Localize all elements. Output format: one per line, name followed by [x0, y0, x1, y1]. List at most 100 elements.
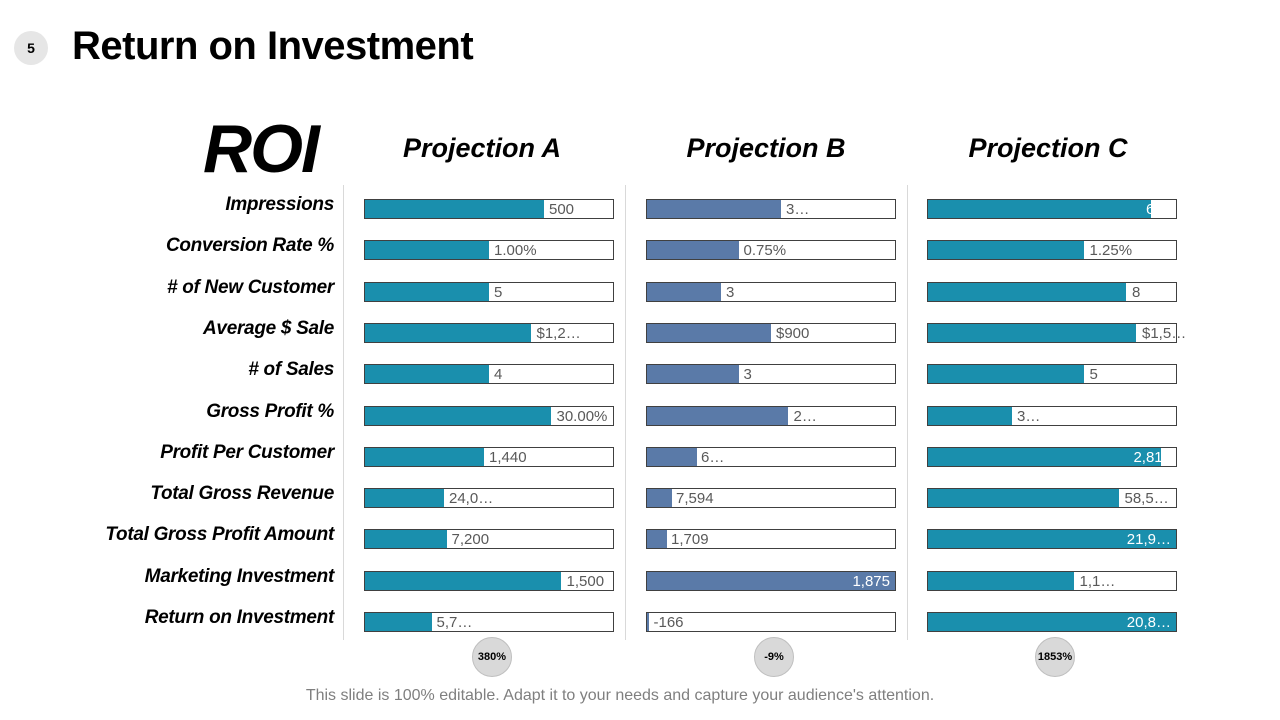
bar-track: 21,9… — [927, 529, 1177, 550]
bar-value-label: 500 — [549, 201, 575, 218]
bar-value-label: 2… — [793, 407, 817, 425]
bar-track: 6… — [646, 446, 896, 467]
page-title: Return on Investment — [72, 24, 474, 68]
row-label: Gross Profit % — [206, 400, 334, 422]
bar — [365, 530, 447, 549]
roi-percent-value: 1853% — [1037, 651, 1073, 663]
bar-value-label: -166 — [653, 614, 684, 631]
row-label: Conversion Rate % — [165, 235, 334, 257]
bar-track: 3… — [927, 405, 1177, 426]
bar — [647, 406, 789, 425]
bar-value-label: 0.75% — [743, 242, 787, 260]
bar-value-label: 5 — [1089, 366, 1098, 384]
bar-track: 1,1… — [927, 570, 1177, 591]
row-label: Total Gross Profit Amount — [105, 524, 334, 546]
row-label: Return on Investment — [144, 607, 335, 628]
bar-track: 30.00% — [364, 405, 614, 426]
bar-value-label: 625 — [1145, 201, 1171, 218]
bar-track: 2,813 — [927, 446, 1177, 467]
bar — [928, 406, 1013, 425]
bar — [647, 571, 895, 590]
bar-value-label: 1,500 — [566, 572, 605, 590]
bar — [928, 447, 1162, 466]
bar-value-label: 1,440 — [489, 448, 527, 466]
row-label: Profit Per Customer — [160, 441, 334, 463]
bar — [647, 613, 650, 631]
projection-title: Projection C — [968, 133, 1128, 163]
bar — [365, 323, 532, 342]
bar — [647, 447, 697, 466]
bar-value-label: $900 — [776, 324, 810, 342]
bar-track: 4 — [364, 364, 614, 385]
bar-value-label: 3 — [726, 283, 735, 301]
bar-track: 24,0… — [364, 488, 614, 509]
bar-value-label: 24,0… — [449, 490, 494, 508]
bar-value-label: 1.25% — [1089, 242, 1133, 260]
bar-value-label: 58,5… — [1124, 490, 1169, 508]
bar-track: 0.75% — [646, 240, 896, 261]
bar-track: 3 — [646, 281, 896, 302]
bar-track: 3… — [646, 199, 896, 219]
bar-value-label: $1,2… — [536, 324, 581, 342]
bar-value-label: 20,8… — [1126, 614, 1171, 631]
chart-title: ROI — [203, 111, 320, 187]
bar-track: 625 — [927, 199, 1177, 219]
bar-value-label: 1,875 — [852, 572, 890, 590]
bar-value-label: 5 — [494, 283, 503, 301]
bar — [928, 571, 1075, 590]
roi-percent-badge: 1853% — [1035, 637, 1075, 677]
column-divider — [907, 185, 908, 640]
bar-track: 20,8… — [927, 612, 1177, 632]
bar-value-label: 1,1… — [1079, 572, 1116, 590]
bar-track: 2… — [646, 405, 896, 426]
bar — [647, 365, 739, 384]
bar — [365, 282, 489, 301]
bar — [928, 200, 1152, 218]
bar-track: 5 — [364, 281, 614, 302]
bar-track: 1.25% — [927, 240, 1177, 261]
bar-value-label: 21,9… — [1126, 531, 1171, 549]
bar — [647, 282, 722, 301]
bar — [928, 489, 1119, 508]
bar-track: 8 — [927, 281, 1177, 302]
roi-percent-value: 380% — [477, 651, 507, 663]
row-label: Marketing Investment — [144, 565, 335, 587]
bar-track: 7,594 — [646, 488, 896, 509]
bar — [928, 241, 1085, 260]
row-label: # of Sales — [248, 359, 334, 381]
bar — [365, 571, 561, 590]
bar — [928, 365, 1085, 384]
bar-track: 5,7… — [364, 612, 614, 632]
column-divider — [343, 185, 344, 640]
projection-title: Projection A — [402, 133, 562, 163]
bar — [647, 241, 739, 260]
bar — [365, 489, 445, 508]
bar-track: $900 — [646, 322, 896, 343]
bar-track: 7,200 — [364, 529, 614, 550]
roi-percent-value: -9% — [764, 651, 784, 663]
bar — [365, 613, 432, 631]
bar — [647, 200, 781, 218]
bar-value-label: 7,200 — [451, 531, 490, 549]
bar-value-label: 5,7… — [436, 614, 473, 631]
bar — [365, 406, 551, 425]
row-label: # of New Customer — [167, 276, 334, 298]
column-divider — [625, 185, 626, 640]
bar — [647, 323, 771, 342]
bar-track: 58,5… — [927, 488, 1177, 509]
bar-value-label: 8 — [1132, 283, 1141, 301]
bar-track: $1,5… — [927, 322, 1186, 343]
projection-title: Projection B — [686, 133, 846, 163]
bar-track: 1,875 — [646, 570, 896, 591]
footer-note: This slide is 100% editable. Adapt it to… — [305, 687, 935, 704]
bar-track: -166 — [646, 612, 896, 632]
row-label: Average $ Sale — [203, 317, 334, 339]
bar — [365, 200, 544, 218]
bar-value-label: 3… — [786, 201, 810, 218]
bar-track: 500 — [364, 199, 614, 219]
roi-percent-badge: -9% — [754, 637, 794, 677]
bar — [647, 530, 667, 549]
row-label: Impressions — [225, 194, 334, 215]
bar — [365, 241, 489, 260]
bar-value-label: 3 — [743, 366, 752, 384]
